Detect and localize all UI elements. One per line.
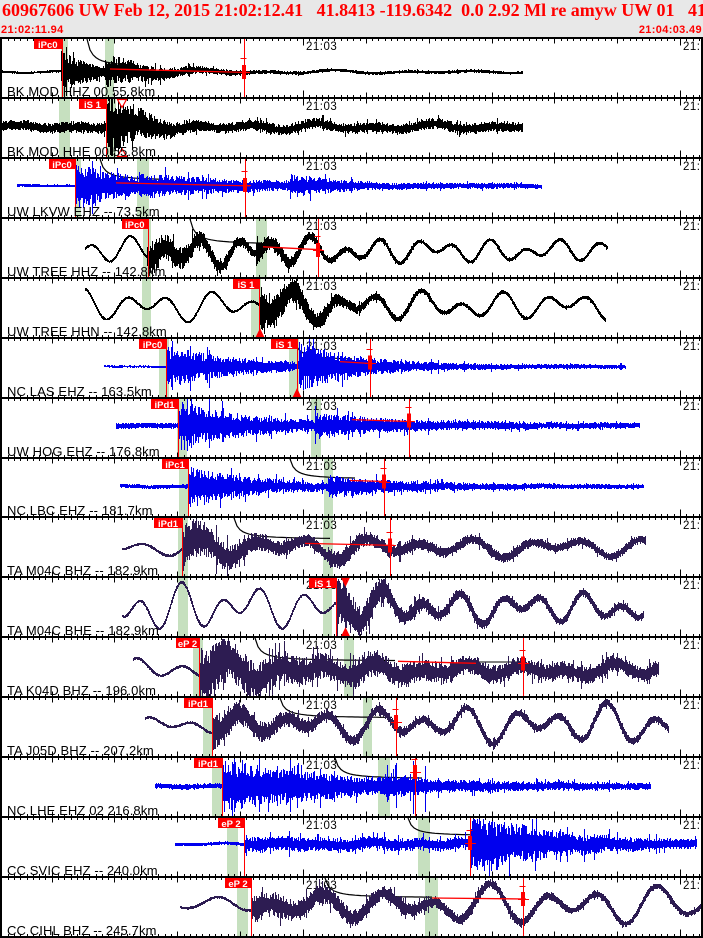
svg-text:21:03: 21:03: [306, 820, 337, 832]
svg-text:21:04: 21:04: [683, 221, 703, 233]
svg-text:CC SVIC EHZ -- 240.0km: CC SVIC EHZ -- 240.0km: [7, 863, 158, 878]
svg-text:21:03: 21:03: [306, 101, 337, 113]
svg-text:iPc0: iPc0: [125, 220, 145, 231]
svg-text:NC LHE EHZ 02 216.8km: NC LHE EHZ 02 216.8km: [7, 803, 158, 818]
svg-text:iPc0: iPc0: [143, 340, 163, 351]
svg-text:21:04: 21:04: [683, 41, 703, 53]
svg-text:TA M04C BHE -- 182.9km: TA M04C BHE -- 182.9km: [7, 623, 159, 638]
svg-text:21:03: 21:03: [306, 401, 337, 413]
svg-text:iPd1: iPd1: [154, 400, 175, 411]
svg-text:BK MOD HHE 00 55.8km: BK MOD HHE 00 55.8km: [7, 144, 156, 159]
svg-text:iPc1: iPc1: [165, 460, 185, 471]
svg-text:iS 1: iS 1: [84, 100, 102, 111]
svg-text:21:03: 21:03: [306, 700, 337, 712]
svg-text:21:04: 21:04: [683, 880, 703, 892]
svg-text:21:04: 21:04: [683, 700, 703, 712]
svg-text:21:04: 21:04: [683, 520, 703, 532]
svg-text:21:03: 21:03: [306, 281, 337, 293]
svg-text:21:04: 21:04: [683, 461, 703, 473]
svg-text:60967606 UW Feb 12, 2015 21:02: 60967606 UW Feb 12, 2015 21:02:12.41 41.…: [2, 0, 703, 20]
svg-text:UW TREE HHZ -- 142.8km: UW TREE HHZ -- 142.8km: [7, 264, 165, 279]
svg-text:21:04: 21:04: [683, 281, 703, 293]
svg-text:TA M04C BHZ -- 182.9km: TA M04C BHZ -- 182.9km: [7, 563, 158, 578]
svg-text:iPd1: iPd1: [198, 759, 219, 770]
svg-text:iS 1: iS 1: [276, 340, 294, 351]
svg-text:NC LBC EHZ -- 181.7km: NC LBC EHZ -- 181.7km: [7, 503, 153, 518]
svg-text:21:04: 21:04: [683, 640, 703, 652]
svg-text:21:03: 21:03: [306, 520, 337, 532]
svg-text:21:04: 21:04: [683, 161, 703, 173]
svg-text:eP 2: eP 2: [228, 879, 247, 890]
svg-text:21:03: 21:03: [306, 221, 337, 233]
svg-text:21:04:03.49: 21:04:03.49: [639, 24, 702, 36]
svg-text:iPd1: iPd1: [188, 699, 209, 710]
svg-text:TA K04D BHZ -- 196.0km: TA K04D BHZ -- 196.0km: [7, 683, 156, 698]
svg-text:eP 2: eP 2: [178, 639, 197, 650]
svg-text:21:04: 21:04: [683, 101, 703, 113]
svg-text:UW TREE HHN -- 142.8km: UW TREE HHN -- 142.8km: [7, 324, 167, 339]
svg-text:UW LKVW EHZ -- 73.5km: UW LKVW EHZ -- 73.5km: [7, 204, 160, 219]
svg-text:NC LAS EHZ -- 163.5km: NC LAS EHZ -- 163.5km: [7, 384, 152, 399]
svg-text:21:04: 21:04: [683, 760, 703, 772]
svg-text:UW HOG EHZ -- 176.8km: UW HOG EHZ -- 176.8km: [7, 444, 160, 459]
svg-text:iPc0: iPc0: [38, 40, 58, 51]
svg-text:iS 1: iS 1: [238, 280, 256, 291]
svg-text:21:03: 21:03: [306, 640, 337, 652]
svg-text:iPc0: iPc0: [52, 160, 72, 171]
svg-text:21:03: 21:03: [306, 41, 337, 53]
svg-text:21:02:11.94: 21:02:11.94: [1, 24, 64, 36]
svg-text:21:03: 21:03: [306, 161, 337, 173]
svg-text:CC CIHL BHZ -- 245.7km: CC CIHL BHZ -- 245.7km: [7, 923, 157, 938]
svg-text:iS 1: iS 1: [314, 579, 332, 590]
svg-text:iPd1: iPd1: [158, 519, 179, 530]
svg-text:21:04: 21:04: [683, 820, 703, 832]
svg-text:21:03: 21:03: [306, 461, 337, 473]
svg-text:21:03: 21:03: [306, 760, 337, 772]
svg-text:21:04: 21:04: [683, 580, 703, 592]
svg-text:21:04: 21:04: [683, 341, 703, 353]
svg-text:eP 2: eP 2: [221, 819, 240, 830]
svg-text:21:04: 21:04: [683, 401, 703, 413]
svg-text:BK MOD HHZ 00 55.8km: BK MOD HHZ 00 55.8km: [7, 84, 155, 99]
svg-text:TA J05D BHZ -- 207.2km: TA J05D BHZ -- 207.2km: [7, 743, 154, 758]
